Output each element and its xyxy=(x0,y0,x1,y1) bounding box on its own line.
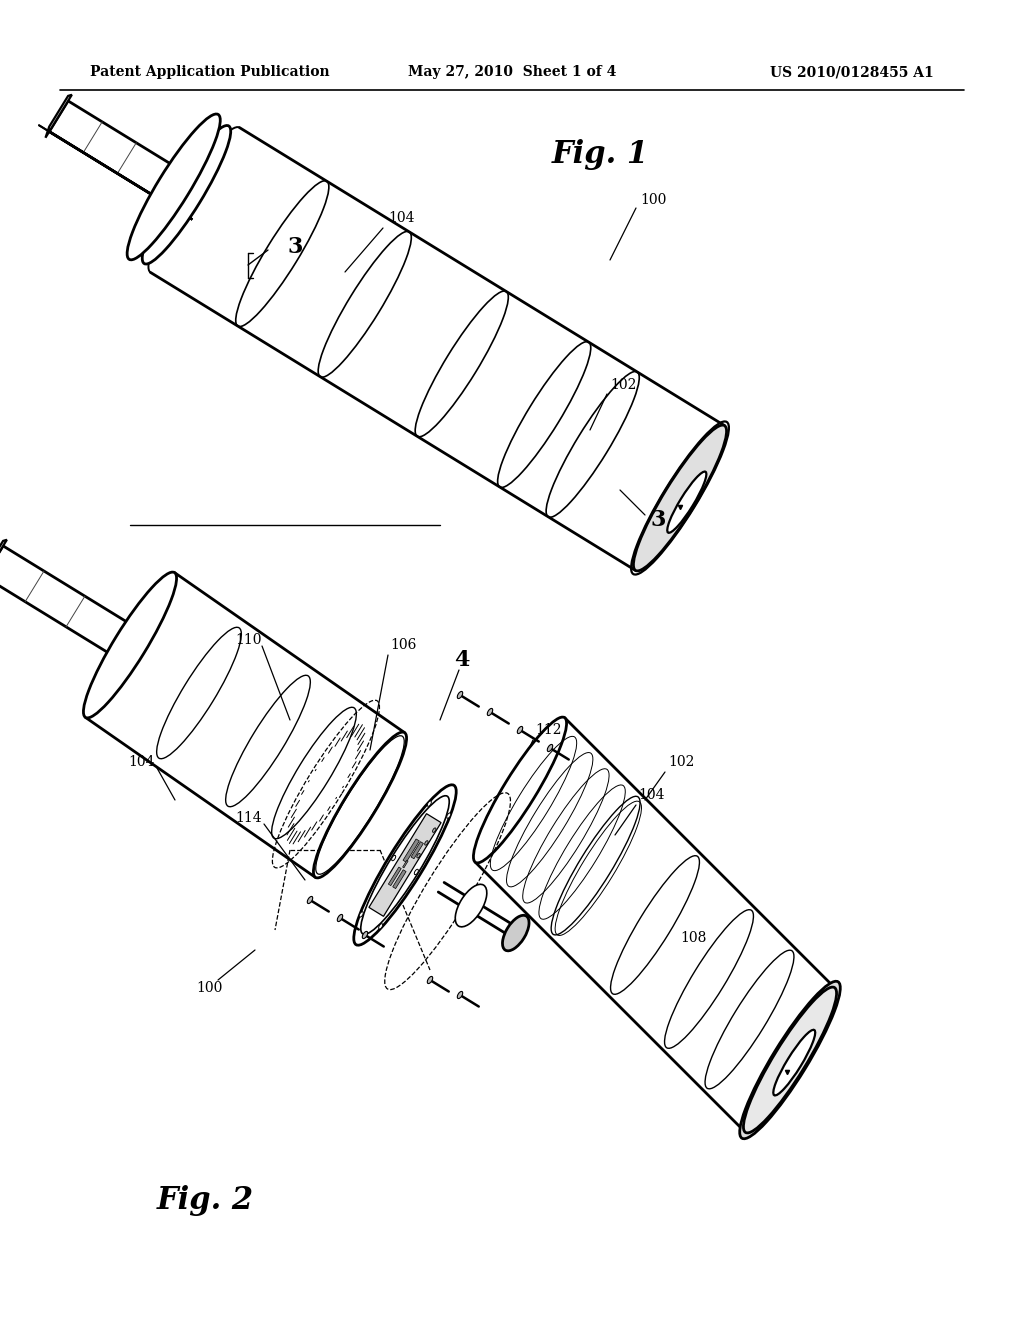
Polygon shape xyxy=(403,840,420,862)
Text: 3: 3 xyxy=(650,510,666,531)
Polygon shape xyxy=(0,540,7,582)
Text: 104: 104 xyxy=(388,211,415,224)
Ellipse shape xyxy=(456,884,486,927)
Polygon shape xyxy=(85,573,404,878)
Ellipse shape xyxy=(634,425,727,572)
Text: May 27, 2010  Sheet 1 of 4: May 27, 2010 Sheet 1 of 4 xyxy=(408,65,616,79)
Ellipse shape xyxy=(425,841,428,845)
Ellipse shape xyxy=(417,854,420,858)
Ellipse shape xyxy=(432,828,436,833)
Ellipse shape xyxy=(458,692,463,698)
Ellipse shape xyxy=(773,1030,815,1096)
Ellipse shape xyxy=(307,896,312,904)
Polygon shape xyxy=(369,813,441,916)
Ellipse shape xyxy=(487,709,493,715)
Text: 104: 104 xyxy=(128,755,155,770)
Ellipse shape xyxy=(360,796,450,935)
Text: 102: 102 xyxy=(668,755,694,770)
Polygon shape xyxy=(475,718,835,1133)
Ellipse shape xyxy=(379,924,383,929)
Text: 100: 100 xyxy=(640,193,667,207)
Ellipse shape xyxy=(362,932,368,939)
Ellipse shape xyxy=(427,801,431,807)
Ellipse shape xyxy=(547,744,553,751)
Ellipse shape xyxy=(446,813,451,818)
Polygon shape xyxy=(151,128,725,570)
Polygon shape xyxy=(393,870,407,888)
Polygon shape xyxy=(402,861,409,867)
Text: 112: 112 xyxy=(535,723,561,737)
Ellipse shape xyxy=(517,726,522,734)
Ellipse shape xyxy=(503,915,529,950)
Text: 114: 114 xyxy=(236,810,262,825)
Text: Fig. 1: Fig. 1 xyxy=(552,140,648,170)
Ellipse shape xyxy=(83,572,176,718)
Ellipse shape xyxy=(473,717,566,863)
Text: Patent Application Publication: Patent Application Publication xyxy=(90,65,330,79)
Text: 106: 106 xyxy=(390,638,417,652)
Text: 102: 102 xyxy=(610,378,636,392)
Polygon shape xyxy=(388,867,401,886)
Ellipse shape xyxy=(427,977,433,983)
Ellipse shape xyxy=(668,471,707,533)
Ellipse shape xyxy=(313,733,407,878)
Ellipse shape xyxy=(142,125,230,264)
Text: 104: 104 xyxy=(638,788,665,803)
Text: 108: 108 xyxy=(680,931,707,945)
Ellipse shape xyxy=(743,987,837,1133)
Polygon shape xyxy=(49,132,193,219)
Ellipse shape xyxy=(359,912,364,917)
Ellipse shape xyxy=(739,981,841,1139)
Ellipse shape xyxy=(391,855,395,861)
Ellipse shape xyxy=(353,785,457,945)
Text: 110: 110 xyxy=(236,634,262,647)
Ellipse shape xyxy=(458,991,463,998)
Ellipse shape xyxy=(415,870,419,875)
Ellipse shape xyxy=(337,915,343,921)
Text: Fig. 2: Fig. 2 xyxy=(157,1184,254,1216)
Text: 100: 100 xyxy=(197,981,223,995)
Text: 3: 3 xyxy=(288,236,303,257)
Ellipse shape xyxy=(127,114,220,260)
Text: 4: 4 xyxy=(455,649,470,671)
Polygon shape xyxy=(411,842,423,859)
Polygon shape xyxy=(45,95,72,137)
Text: US 2010/0128455 A1: US 2010/0128455 A1 xyxy=(770,65,934,79)
